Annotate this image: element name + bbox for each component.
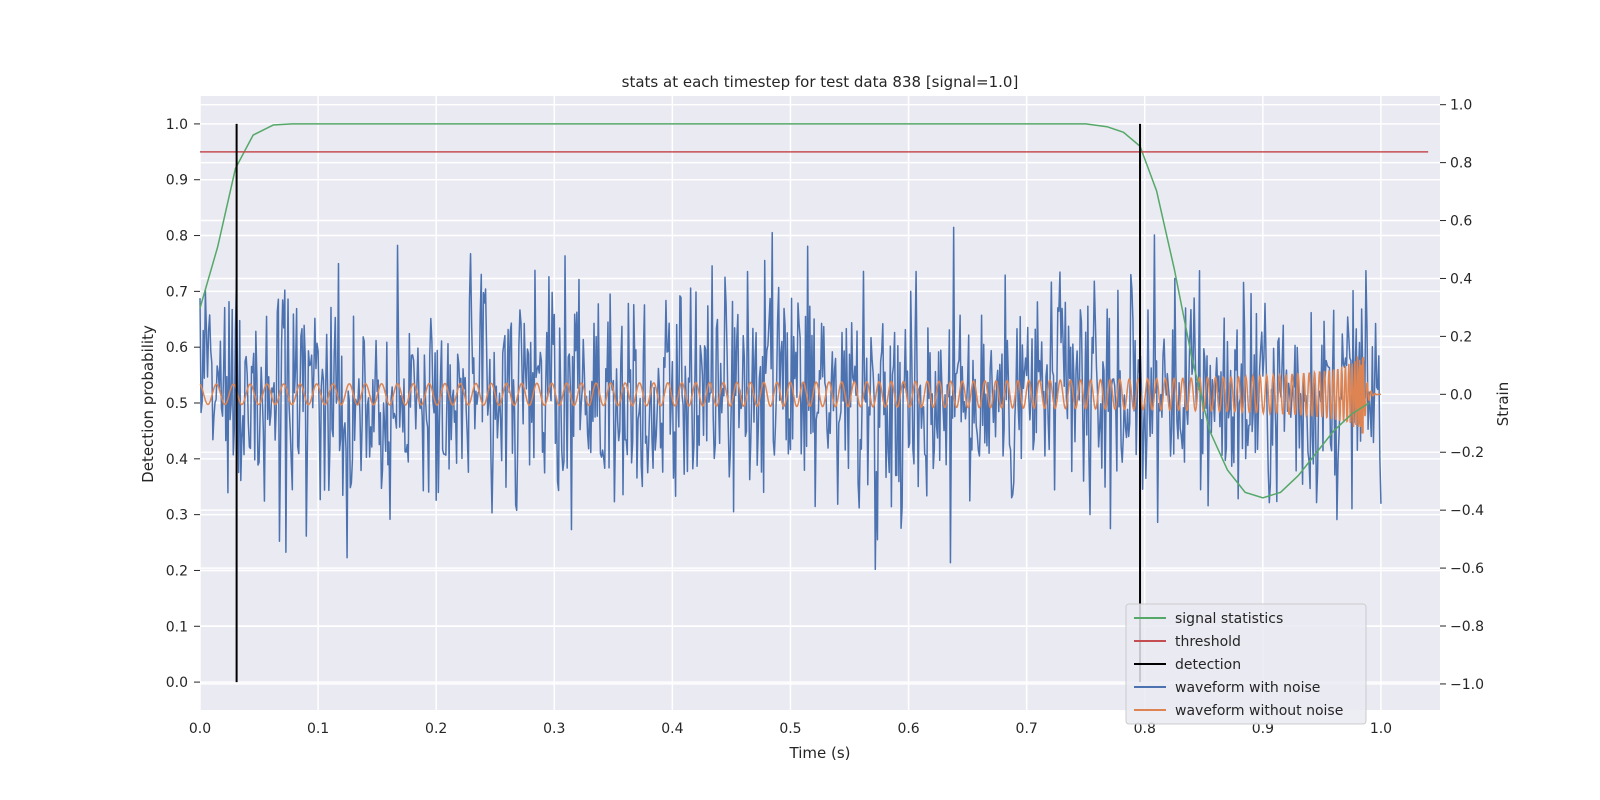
y2-tick-label: −0.6 (1450, 561, 1484, 577)
legend-label: threshold (1175, 634, 1241, 650)
y-tick-label: 0.7 (166, 284, 188, 300)
legend-label: signal statistics (1175, 611, 1283, 627)
y-tick-label: 0.2 (166, 563, 188, 579)
x-tick-label: 0.6 (897, 721, 919, 737)
tick-layer: 0.0 0.1 0.2 0.3 0.4 0.5 0.6 0.7 0.8 0.9 1.0 0.0 0.1 0… (166, 98, 1484, 737)
y-tick-label: 0.0 (166, 675, 188, 691)
x-tick-label: 0.7 (1016, 721, 1038, 737)
series-waveform-with-noise (199, 226, 1382, 571)
y-tick-label: 0.4 (166, 452, 188, 468)
y2-tick-label: −0.4 (1450, 503, 1484, 519)
x-tick-label: 0.8 (1134, 721, 1156, 737)
y-tick-label: 0.3 (166, 508, 188, 524)
y-tick-label: 0.5 (166, 396, 188, 412)
series-layer (199, 123, 1429, 683)
y-tick-label: 0.9 (166, 173, 188, 189)
chart-title: stats at each timestep for test data 838… (622, 73, 1019, 91)
legend-label: detection (1175, 657, 1241, 673)
x-tick-label: 0.2 (425, 721, 447, 737)
x-tick-label: 1.0 (1370, 721, 1392, 737)
y2-tick-label: 0.2 (1450, 329, 1472, 345)
y2-tick-label: 1.0 (1450, 98, 1472, 114)
y2-tick-label: 0.6 (1450, 214, 1472, 230)
y-tick-label: 0.6 (166, 340, 188, 356)
y2-axis-label: Strain (1494, 382, 1512, 426)
x-tick-label: 0.4 (661, 721, 683, 737)
legend-box (1125, 603, 1367, 725)
x-axis-label: Time (s) (789, 744, 851, 762)
y2-tick-label: −0.8 (1450, 619, 1484, 635)
x-tick-label: 0.5 (779, 721, 801, 737)
y-tick-label: 1.0 (166, 117, 188, 133)
y2-tick-label: −1.0 (1450, 677, 1484, 693)
y2-tick-label: 0.4 (1450, 271, 1472, 287)
y2-tick-label: 0.0 (1450, 387, 1472, 403)
y-tick-label: 0.8 (166, 229, 188, 245)
x-tick-label: 0.9 (1252, 721, 1274, 737)
legend: signal statistics threshold detection wavef… (1125, 603, 1367, 725)
series-signal-statistics (199, 123, 1370, 499)
series-waveform-without-noise (199, 356, 1381, 434)
y-axis-label: Detection probability (139, 325, 157, 483)
x-tick-label: 0.1 (307, 721, 329, 737)
legend-label: waveform without noise (1175, 703, 1343, 719)
y2-tick-label: −0.2 (1450, 445, 1484, 461)
legend-label: waveform with noise (1175, 680, 1320, 696)
y-tick-label: 0.1 (166, 619, 188, 635)
y2-tick-label: 0.8 (1450, 156, 1472, 172)
x-tick-label: 0.3 (543, 721, 565, 737)
x-tick-label: 0.0 (189, 721, 211, 737)
